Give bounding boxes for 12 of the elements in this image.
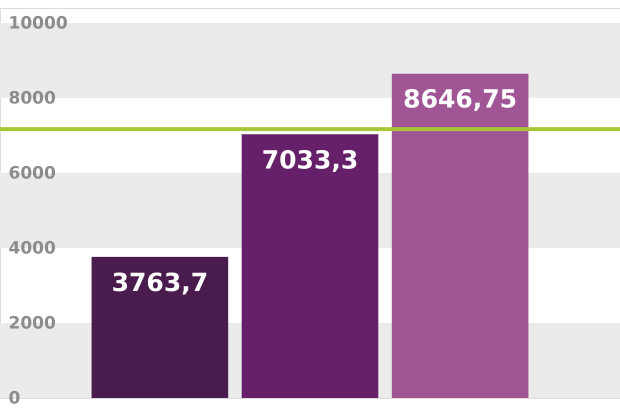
bar	[242, 134, 378, 398]
bar	[392, 74, 528, 398]
y-tick-label: 10000	[8, 14, 68, 34]
y-tick-label: 6000	[8, 164, 56, 184]
data-label: 7033,3	[262, 145, 358, 174]
y-tick-label: 8000	[8, 88, 56, 108]
bar	[92, 256, 228, 398]
data-label: 3763,7	[112, 268, 208, 297]
y-tick-label: 4000	[8, 238, 56, 258]
y-tick-label: 0	[8, 388, 20, 408]
data-label: 8646,75	[403, 84, 518, 114]
y-tick-label: 2000	[8, 314, 56, 334]
